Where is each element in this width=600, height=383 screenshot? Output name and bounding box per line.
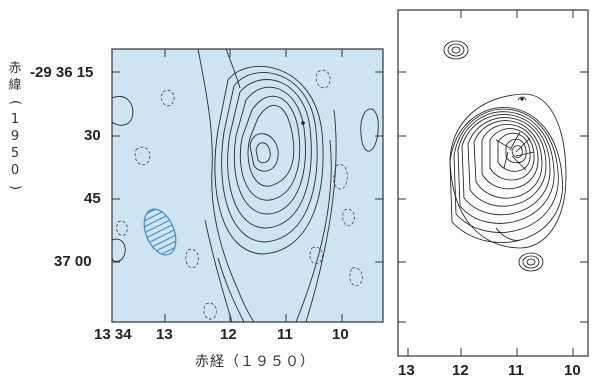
y-axis-label: 赤 緯 ( 1 9 5 0 ) (7, 61, 23, 191)
left-panel-negative-contours (116, 69, 363, 320)
left-panel-point-marker (301, 121, 305, 125)
y-tick-label-3: 45 (84, 190, 101, 207)
x-tick-label-2: 13 (156, 326, 173, 343)
left-panel-contours (111, 48, 379, 323)
right-x-tick-label-3: 11 (508, 362, 524, 379)
right-panel-point-marker (520, 97, 524, 101)
x-tick-label-1: 13 34 (94, 326, 132, 343)
x-axis-label: 赤経（１９５０） (195, 354, 315, 370)
right-x-tick-label-1: 13 (398, 362, 415, 379)
right-x-tick-label-2: 12 (452, 362, 469, 379)
left-panel-ticks (112, 49, 383, 322)
x-tick-label-5: 10 (332, 326, 349, 343)
right-panel-frame (397, 9, 589, 357)
y-tick-label-2: 30 (84, 127, 101, 144)
y-tick-label-1: -29 36 15 (30, 64, 94, 81)
x-tick-label-3: 12 (220, 326, 237, 343)
right-panel-ticks (398, 10, 588, 356)
y-tick-label-4: 37 00 (54, 253, 92, 270)
right-x-tick-label-4: 10 (564, 362, 581, 379)
right-panel-contours (443, 40, 567, 272)
left-panel-frame (111, 48, 384, 323)
x-tick-label-4: 11 (277, 326, 293, 343)
